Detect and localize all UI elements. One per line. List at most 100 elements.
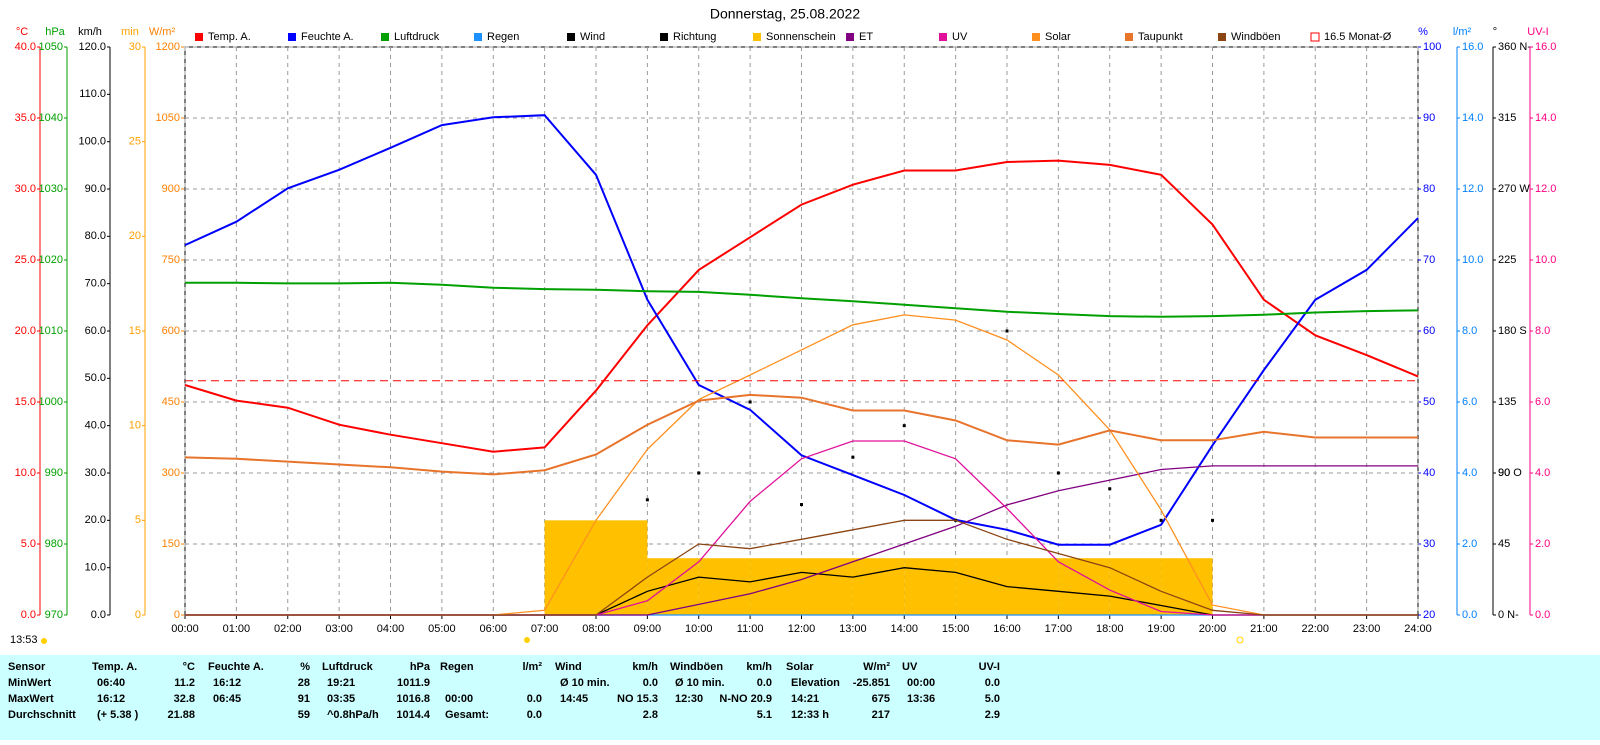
- y-tick-label: 25.0: [15, 254, 36, 266]
- cell-label: 12:33 h: [791, 709, 829, 721]
- y-tick-label: 80.0: [85, 230, 106, 242]
- legend-label: Wind: [580, 31, 605, 43]
- axis-unit: hPa: [45, 26, 65, 38]
- sunshine-bar: [1007, 558, 1059, 615]
- series-line: [184, 159, 1419, 453]
- row-label: MaxWert: [8, 693, 54, 705]
- legend-swatch: [195, 33, 203, 41]
- legend-label: Feuchte A.: [301, 31, 354, 43]
- direction-dot: [697, 471, 701, 475]
- legend-label: Richtung: [673, 31, 716, 43]
- axis-unit: °: [1493, 26, 1497, 38]
- day-length: 13:53: [10, 634, 38, 646]
- y-tick-label: 0.0: [21, 609, 36, 621]
- cell-value: 1014.4: [396, 709, 431, 721]
- series-line: [185, 519, 1418, 616]
- y-tick-label: 0: [135, 609, 141, 621]
- y-tick-label: 90.0: [85, 183, 106, 195]
- x-tick-label: 10:00: [685, 623, 713, 635]
- cell-value: 1016.8: [396, 693, 430, 705]
- y-tick-label: 90: [1498, 467, 1510, 479]
- sun-icon: [41, 638, 47, 644]
- series-line: [184, 114, 1419, 546]
- cell-label: 16:12: [213, 677, 241, 689]
- x-tick-label: 24:00: [1404, 623, 1432, 635]
- x-tick-label: 14:00: [890, 623, 918, 635]
- cell-value: NO 15.3: [617, 693, 658, 705]
- y-tick-label: 4.0: [1462, 467, 1477, 479]
- legend-swatch: [1032, 33, 1040, 41]
- stats-background: [0, 655, 1600, 740]
- cell-value: 0.0: [643, 677, 658, 689]
- y-tick-label: 225: [1498, 254, 1516, 266]
- y-tick-label: 10.0: [15, 467, 36, 479]
- x-tick-label: 04:00: [377, 623, 405, 635]
- legend-label: Temp. A.: [208, 31, 251, 43]
- y-tick-label: 20.0: [15, 325, 36, 337]
- direction-dot: [1005, 329, 1009, 333]
- y-tick-label: 80: [1423, 183, 1435, 195]
- legend-swatch: [1125, 33, 1133, 41]
- legend-swatch: [381, 33, 389, 41]
- y-tick-label: 10: [129, 420, 141, 432]
- column-unit: km/h: [632, 661, 658, 673]
- cell-label: (+ 5.38 ): [97, 709, 139, 721]
- x-tick-label: 13:00: [839, 623, 867, 635]
- x-tick-label: 08:00: [582, 623, 610, 635]
- y-tick-label: 1050: [39, 41, 63, 53]
- legend-label: Sonnenschein: [766, 31, 836, 43]
- y-tick-label: 20.0: [85, 514, 106, 526]
- cell-label: 13:36: [907, 693, 935, 705]
- y-tick-label: 100.0: [78, 136, 106, 148]
- x-tick-label: 19:00: [1147, 623, 1175, 635]
- cell-value: 32.8: [174, 693, 195, 705]
- x-tick-label: 03:00: [325, 623, 353, 635]
- y-tick-label: 40.0: [15, 41, 36, 53]
- y-tick-label: 30.0: [85, 467, 106, 479]
- cell-value: 5.0: [985, 693, 1000, 705]
- y-tick-label: 0.0: [1535, 609, 1550, 621]
- cell-label: 14:45: [560, 693, 588, 705]
- y-tick-label: 150: [162, 538, 180, 550]
- y-tick-label: 5.0: [21, 538, 36, 550]
- column-unit: km/h: [746, 661, 772, 673]
- cell-label: Ø 10 min.: [560, 677, 610, 689]
- y-tick-label: 10.0: [1535, 254, 1556, 266]
- y-tick-label: 1020: [39, 254, 63, 266]
- column-unit: l/m²: [522, 661, 542, 673]
- sunrise-icon: [524, 637, 530, 643]
- cell-value: 11.2: [174, 677, 195, 689]
- y-tick-label: 6.0: [1535, 396, 1550, 408]
- sunshine-bar: [698, 558, 751, 615]
- cell-value: 28: [298, 677, 310, 689]
- y-tick-label: 60: [1423, 325, 1435, 337]
- legend-swatch: [567, 33, 575, 41]
- direction-dot: [645, 498, 649, 502]
- axis-unit: UV-I: [1527, 26, 1548, 38]
- legend-label: Solar: [1045, 31, 1071, 43]
- y-tick-label: 750: [162, 254, 180, 266]
- row-label: Durchschnitt: [8, 709, 76, 721]
- series-line: [184, 393, 1418, 476]
- direction-dot: [1108, 487, 1112, 491]
- direction-dot: [1056, 471, 1060, 475]
- column-title: Regen: [440, 661, 474, 673]
- x-tick-label: 01:00: [223, 623, 251, 635]
- y-tick-label: 15: [129, 325, 141, 337]
- y-tick-label: 14.0: [1535, 112, 1556, 124]
- sunset-icon: [1236, 636, 1244, 644]
- sunshine-bar: [1161, 558, 1213, 615]
- direction-dot: [1159, 518, 1163, 522]
- y-tick-label: 1050: [156, 112, 180, 124]
- column-unit: °C: [183, 661, 195, 673]
- y-tick-label: 4.0: [1535, 467, 1550, 479]
- axis-unit: °C: [16, 26, 28, 38]
- y-tick-label: 15.0: [15, 396, 36, 408]
- x-tick-label: 20:00: [1199, 623, 1227, 635]
- legend-label: Taupunkt: [1138, 31, 1183, 43]
- y-tick-label: 1000: [39, 396, 63, 408]
- y-tick-label: 70.0: [85, 278, 106, 290]
- x-tick-label: 22:00: [1301, 623, 1329, 635]
- y-tick-label: 0.0: [91, 609, 106, 621]
